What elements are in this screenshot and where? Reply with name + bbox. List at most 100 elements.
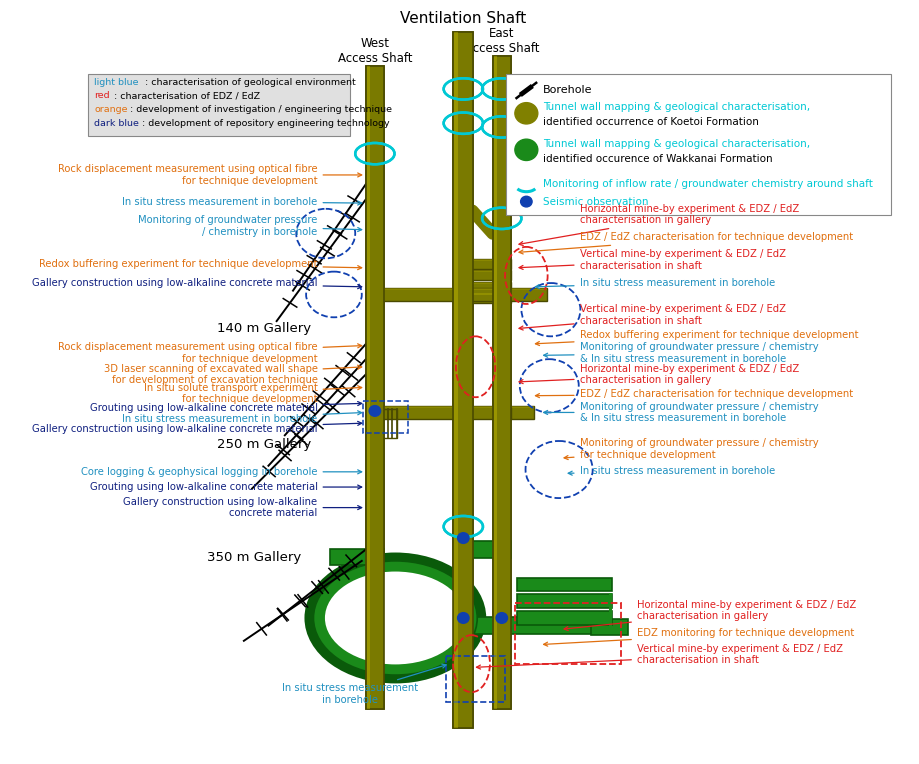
Bar: [366, 406, 510, 419]
Bar: [493, 287, 546, 290]
Bar: [470, 32, 472, 728]
Bar: [510, 406, 533, 408]
Text: Grouting using low-alkaline concrete material: Grouting using low-alkaline concrete mat…: [89, 402, 361, 413]
Text: Monitoring of groundwater pressure / chemistry
& In situ stress measurement in b: Monitoring of groundwater pressure / che…: [543, 342, 817, 364]
Bar: [366, 617, 599, 634]
Text: Rock displacement measurement using optical fibre
for technique development: Rock displacement measurement using opti…: [58, 164, 361, 186]
Text: red: red: [94, 91, 109, 100]
Bar: [446, 656, 505, 701]
Text: In situ stress measurement in borehole: In situ stress measurement in borehole: [535, 278, 774, 289]
Text: : development of repository engineering technology: : development of repository engineering …: [142, 118, 389, 128]
Text: : development of investigation / engineering technique: : development of investigation / enginee…: [130, 105, 391, 114]
Bar: [493, 287, 546, 301]
Text: Horizontal mine-by experiment & EDZ / EdZ
characterisation in gallery: Horizontal mine-by experiment & EDZ / Ed…: [518, 204, 798, 245]
Bar: [493, 57, 510, 709]
Bar: [608, 593, 611, 628]
Text: In situ stress measurement in borehole: In situ stress measurement in borehole: [122, 196, 361, 206]
Text: Gallery construction using low-alkaline
concrete material: Gallery construction using low-alkaline …: [123, 497, 361, 519]
Text: EDZ / EdZ characterisation for technique development: EDZ / EdZ characterisation for technique…: [518, 232, 852, 254]
Text: 350 m Gallery: 350 m Gallery: [207, 551, 301, 564]
Text: Redox buffering experiment for technique development: Redox buffering experiment for technique…: [535, 330, 857, 345]
Text: In situ stress measurement in borehole: In situ stress measurement in borehole: [568, 466, 774, 476]
Text: Redox buffering experiment for technique development: Redox buffering experiment for technique…: [39, 259, 361, 270]
Circle shape: [520, 196, 531, 207]
Circle shape: [495, 613, 507, 623]
Bar: [362, 401, 407, 433]
Ellipse shape: [324, 571, 465, 665]
Bar: [454, 541, 510, 558]
Text: 140 m Gallery: 140 m Gallery: [217, 322, 311, 335]
Text: Vertical mine-by experiment & EDZ / EdZ
characterisation in shaft: Vertical mine-by experiment & EDZ / EdZ …: [518, 249, 785, 271]
Bar: [454, 270, 510, 273]
Bar: [366, 287, 510, 301]
Bar: [494, 57, 496, 709]
Text: dark blue: dark blue: [94, 118, 139, 128]
Bar: [454, 32, 458, 728]
Text: Vertical mine-by experiment & EDZ / EdZ
characterisation in shaft: Vertical mine-by experiment & EDZ / EdZ …: [476, 644, 842, 669]
Text: Seismic observation: Seismic observation: [542, 196, 648, 206]
Bar: [516, 578, 611, 591]
Bar: [330, 549, 383, 565]
Bar: [454, 293, 510, 296]
Bar: [379, 409, 397, 438]
Text: Core logging & geophysical logging in borehole: Core logging & geophysical logging in bo…: [81, 467, 361, 477]
Text: identified occurence of Wakkanai Formation: identified occurence of Wakkanai Formati…: [542, 154, 772, 164]
Text: West
Access Shaft: West Access Shaft: [337, 37, 412, 65]
Text: Monitoring of inflow rate / groundwater chemistry around shaft: Monitoring of inflow rate / groundwater …: [542, 179, 871, 189]
Text: Tunnel wall mapping & geological characterisation,: Tunnel wall mapping & geological charact…: [542, 102, 809, 112]
Bar: [366, 66, 383, 709]
Bar: [507, 57, 510, 709]
Ellipse shape: [313, 561, 477, 675]
Text: In situ stress measurement
in borehole: In situ stress measurement in borehole: [282, 664, 446, 705]
Bar: [454, 32, 458, 728]
Text: : characterisation of geological environment: : characterisation of geological environ…: [144, 78, 355, 86]
Circle shape: [457, 533, 469, 543]
Text: EDZ / EdZ characterisation for technique development: EDZ / EdZ characterisation for technique…: [535, 389, 852, 399]
Circle shape: [369, 406, 380, 416]
Bar: [88, 73, 350, 136]
Bar: [366, 66, 383, 709]
Text: In situ solute transport experiment
for technique development: In situ solute transport experiment for …: [143, 383, 361, 404]
Bar: [590, 619, 627, 636]
Text: Monitoring of groundwater pressure / chemistry
& In situ stress measurement in b: Monitoring of groundwater pressure / che…: [543, 402, 817, 423]
Bar: [493, 57, 510, 709]
Bar: [454, 293, 510, 303]
Bar: [454, 259, 510, 261]
Bar: [516, 594, 611, 608]
Bar: [367, 66, 369, 709]
Bar: [510, 406, 533, 419]
Circle shape: [515, 102, 538, 124]
Circle shape: [515, 139, 538, 160]
Bar: [505, 73, 890, 215]
Text: light blue: light blue: [94, 78, 139, 86]
Text: : characterisation of EDZ / EdZ: : characterisation of EDZ / EdZ: [114, 91, 259, 100]
Text: Vertical mine-by experiment & EDZ / EdZ
characterisation in shaft: Vertical mine-by experiment & EDZ / EdZ …: [518, 304, 785, 330]
Bar: [380, 66, 383, 709]
Text: 3D laser scanning of excavated wall shape
for development of excavation techniqu: 3D laser scanning of excavated wall shap…: [104, 364, 361, 385]
Bar: [454, 282, 510, 284]
Bar: [454, 259, 510, 269]
Bar: [380, 66, 383, 709]
Text: Monitoring of groundwater pressure
/ chemistry in borehole: Monitoring of groundwater pressure / che…: [138, 215, 361, 237]
Bar: [470, 32, 472, 728]
Bar: [515, 603, 620, 664]
Text: East
Access Shaft: East Access Shaft: [464, 27, 539, 55]
Text: Borehole: Borehole: [542, 86, 592, 96]
Bar: [366, 287, 510, 290]
Bar: [367, 66, 369, 709]
Bar: [453, 32, 472, 728]
Text: 250 m Gallery: 250 m Gallery: [217, 438, 311, 451]
Bar: [454, 270, 510, 280]
Text: Gallery construction using low-alkaline concrete material: Gallery construction using low-alkaline …: [32, 422, 361, 434]
Text: Horizontal mine-by experiment & EDZ / EdZ
characterisation in gallery: Horizontal mine-by experiment & EDZ / Ed…: [563, 600, 856, 630]
Circle shape: [457, 613, 469, 623]
Text: Monitoring of groundwater pressure / chemistry
for technique development: Monitoring of groundwater pressure / che…: [563, 439, 817, 460]
Text: In situ stress measurement in borehole: In situ stress measurement in borehole: [122, 411, 361, 423]
Bar: [454, 282, 510, 292]
Text: Rock displacement measurement using optical fibre
for technique development: Rock displacement measurement using opti…: [58, 342, 361, 364]
Text: Gallery construction using low-alkaline concrete material: Gallery construction using low-alkaline …: [32, 278, 361, 289]
Bar: [507, 57, 510, 709]
Bar: [453, 32, 472, 728]
Text: orange: orange: [94, 105, 128, 114]
Bar: [494, 57, 496, 709]
